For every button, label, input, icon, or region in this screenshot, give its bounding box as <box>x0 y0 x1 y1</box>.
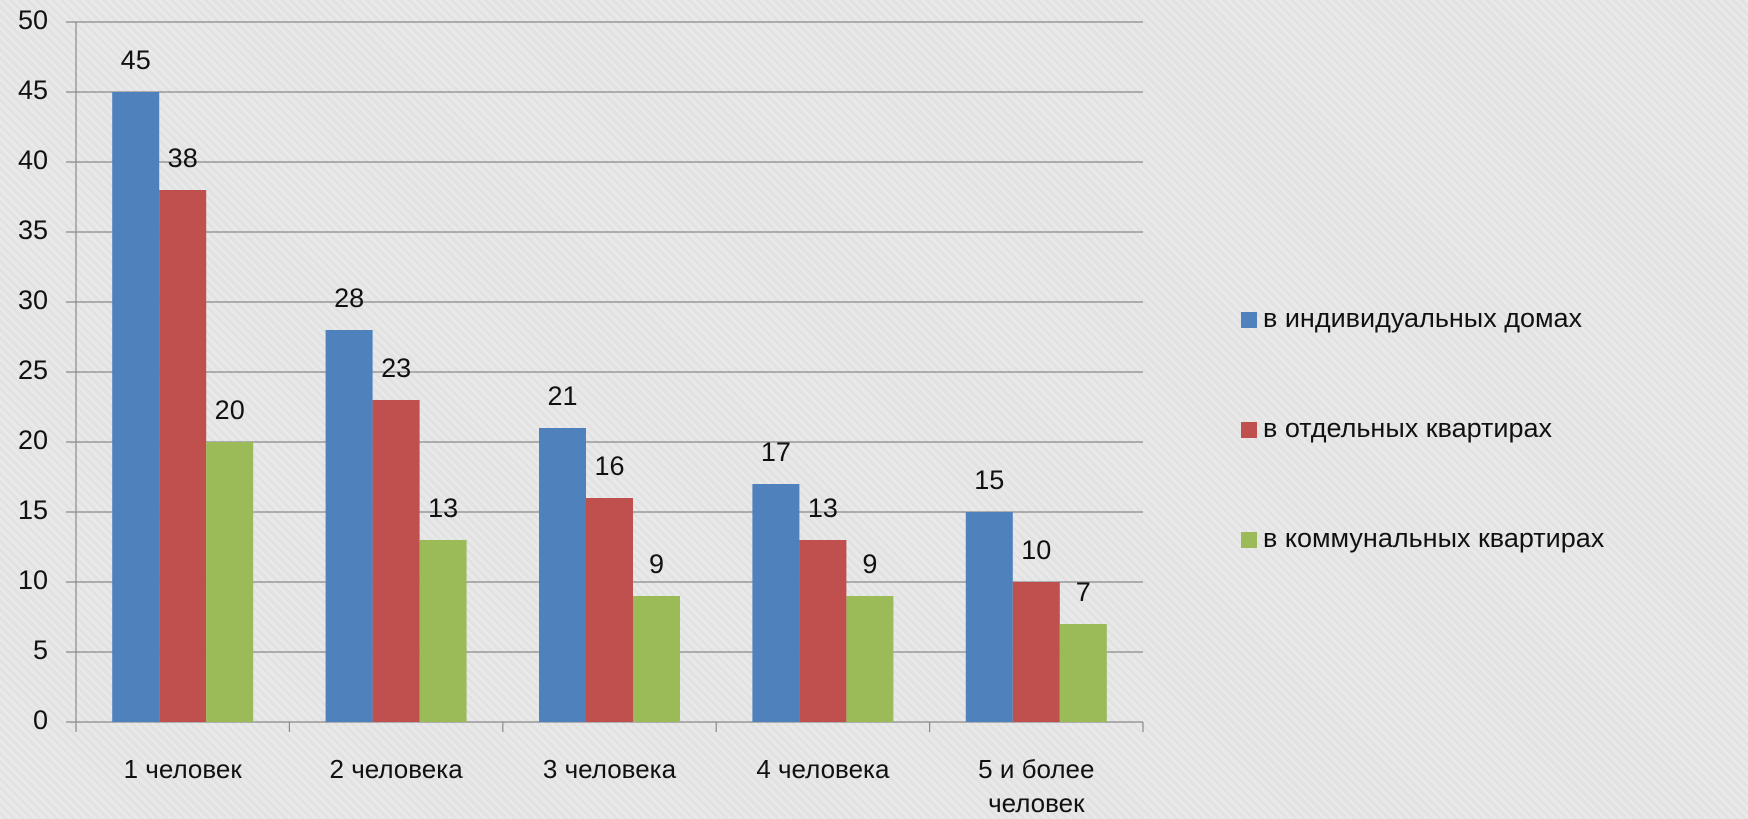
bar <box>372 400 420 722</box>
bar <box>325 330 373 722</box>
y-tick-label: 10 <box>18 565 48 595</box>
y-tick-label: 25 <box>18 355 48 385</box>
y-tick-label: 0 <box>33 705 48 735</box>
legend-label: в индивидуальных домах <box>1263 303 1583 333</box>
bar <box>799 540 847 722</box>
data-label: 23 <box>381 353 411 383</box>
y-tick-label: 45 <box>18 75 48 105</box>
bar <box>846 596 894 722</box>
y-tick-label: 15 <box>18 495 48 525</box>
y-tick-label: 30 <box>18 285 48 315</box>
legend-swatch <box>1241 422 1257 438</box>
bar <box>159 190 207 722</box>
legend-swatch <box>1241 312 1257 328</box>
x-tick-label: 5 и более человек <box>978 754 1095 818</box>
data-label: 38 <box>168 143 198 173</box>
bar <box>633 596 680 722</box>
bar <box>752 484 800 722</box>
data-label: 13 <box>428 493 458 523</box>
legend-label: в коммунальных квартирах <box>1263 523 1605 553</box>
bar <box>419 540 467 722</box>
data-label: 20 <box>215 395 245 425</box>
data-label: 7 <box>1076 577 1091 607</box>
y-tick-label: 5 <box>33 635 48 665</box>
bar <box>1059 624 1107 722</box>
x-tick-label: 4 человека <box>756 754 890 784</box>
data-label: 28 <box>334 283 364 313</box>
data-label: 17 <box>761 437 791 467</box>
data-label: 9 <box>649 549 664 579</box>
bar <box>539 428 586 722</box>
legend-label: в отдельных квартирах <box>1263 413 1553 443</box>
data-label: 45 <box>121 45 151 75</box>
bar <box>112 92 160 722</box>
x-tick-label: 1 человек <box>123 754 242 784</box>
data-label: 10 <box>1021 535 1051 565</box>
bar <box>586 498 633 722</box>
x-tick-label: 2 человека <box>329 754 463 784</box>
bar <box>1012 582 1060 722</box>
legend-swatch <box>1241 532 1257 548</box>
data-label: 9 <box>862 549 877 579</box>
y-tick-label: 35 <box>18 215 48 245</box>
y-tick-label: 50 <box>18 5 48 35</box>
y-tick-label: 40 <box>18 145 48 175</box>
bar <box>965 512 1013 722</box>
data-label: 15 <box>974 465 1004 495</box>
data-label: 21 <box>547 381 577 411</box>
data-label: 16 <box>594 451 624 481</box>
bar <box>206 442 254 722</box>
data-label: 13 <box>808 493 838 523</box>
x-tick-label: 3 человека <box>542 754 677 784</box>
y-tick-label: 20 <box>18 425 48 455</box>
